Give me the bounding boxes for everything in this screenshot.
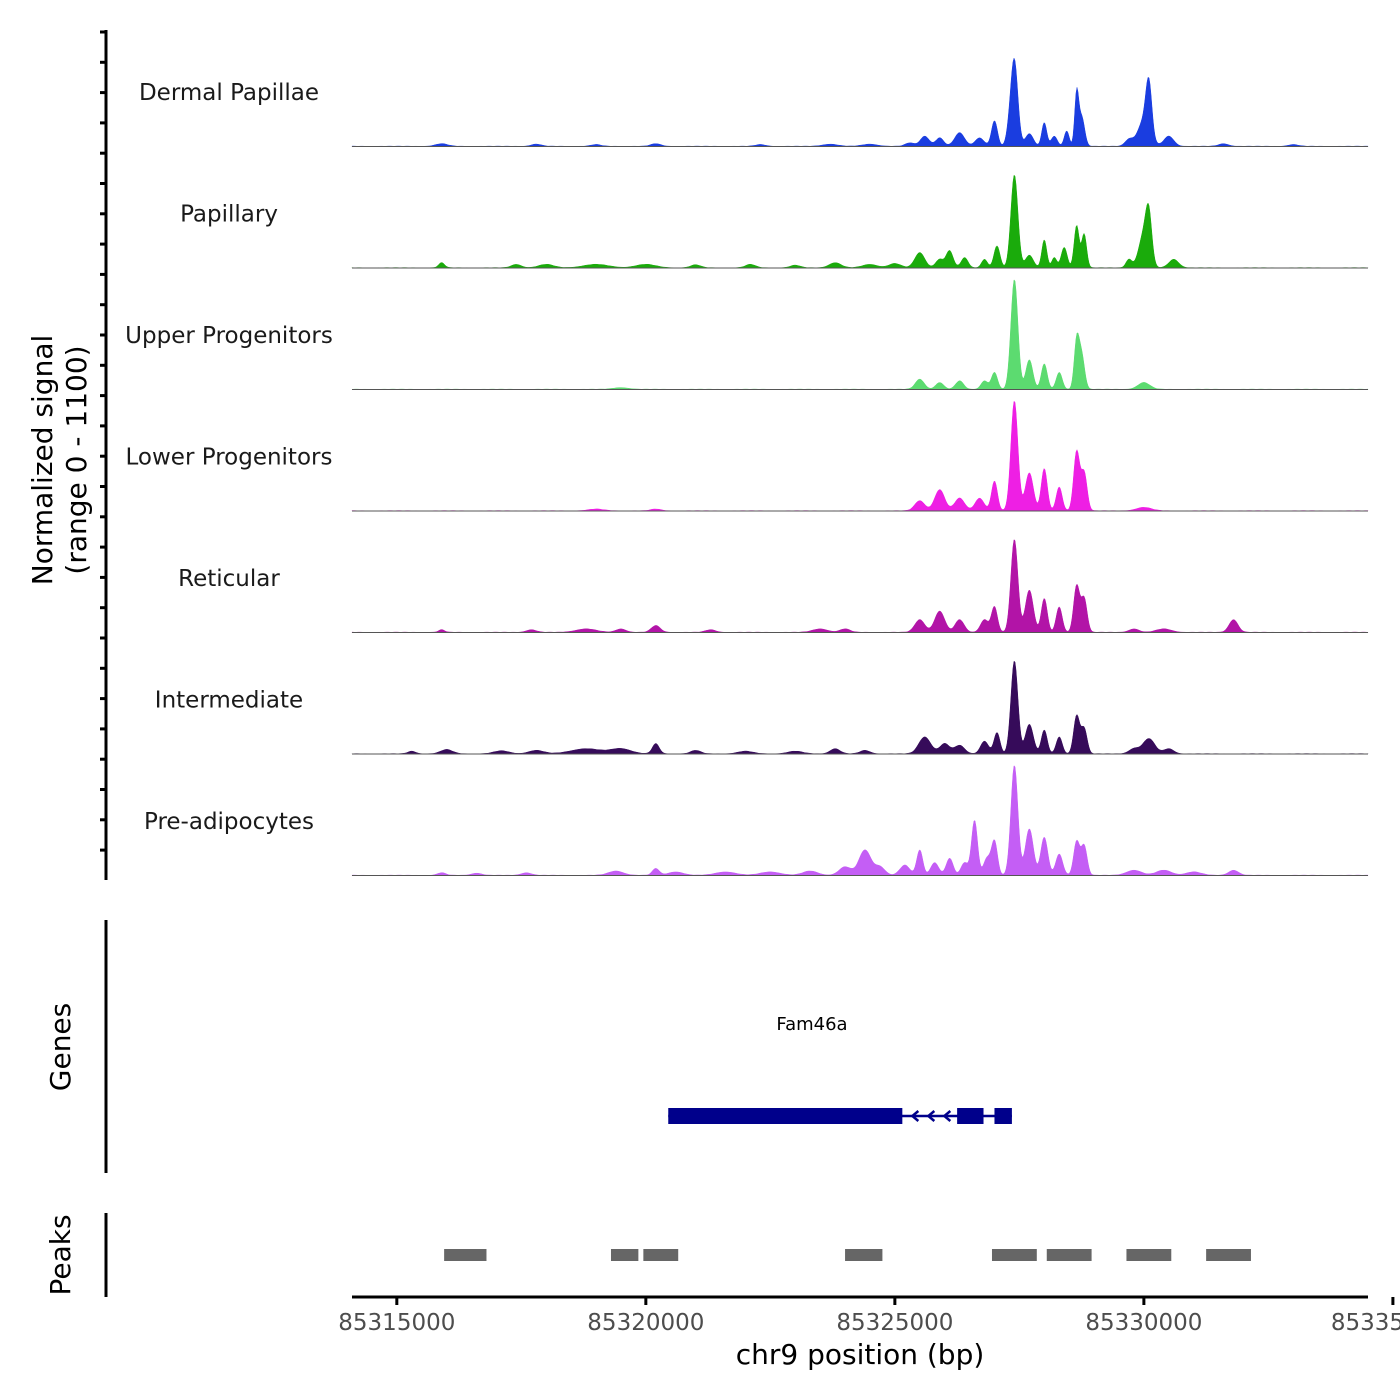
track-signal xyxy=(351,660,1369,755)
track-2: Papillary xyxy=(180,174,1369,269)
peak-region xyxy=(1126,1249,1172,1261)
track-signal xyxy=(351,279,1369,390)
gene-exon xyxy=(668,1108,903,1124)
track-6: Intermediate xyxy=(155,660,1369,755)
track-label: Dermal Papillae xyxy=(139,80,319,106)
peak-region xyxy=(610,1249,639,1261)
track-signal xyxy=(351,765,1369,876)
gene-model: Fam46a xyxy=(668,1014,1012,1124)
gene-exon xyxy=(957,1108,984,1124)
genes-panel-label: Genes xyxy=(44,1003,77,1091)
y-axis-title-line2: (range 0 - 1100) xyxy=(60,345,93,574)
track-4: Lower Progenitors xyxy=(126,400,1369,512)
coverage-axis-ticks xyxy=(100,30,106,852)
x-tick-label: 85315000 xyxy=(338,1310,455,1336)
x-tick-label: 85330000 xyxy=(1085,1310,1202,1336)
x-axis-title: chr9 position (bp) xyxy=(736,1338,985,1371)
x-tick-label: 85320000 xyxy=(587,1310,704,1336)
gene-name-label: Fam46a xyxy=(776,1014,847,1035)
strand-arrow xyxy=(910,1110,920,1122)
track-1: Dermal Papillae xyxy=(139,57,1369,147)
x-axis-ticks: 85315000 85320000 85325000 85330000 85335000 xyxy=(338,1297,1400,1336)
gene-exon xyxy=(994,1108,1012,1124)
peak-region xyxy=(643,1249,679,1261)
track-5: Reticular xyxy=(178,539,1369,633)
x-tick-label: 85335000 xyxy=(1331,1310,1400,1336)
track-label: Lower Progenitors xyxy=(126,445,333,471)
track-signal xyxy=(351,400,1369,512)
peak-region xyxy=(1206,1249,1251,1261)
peak-regions xyxy=(444,1249,1251,1261)
peak-region xyxy=(444,1249,487,1261)
track-label: Pre-adipocytes xyxy=(144,809,314,835)
strand-arrow xyxy=(926,1110,936,1122)
y-axis-title-line1: Normalized signal xyxy=(26,335,59,586)
strand-arrow xyxy=(942,1110,952,1122)
x-tick-label: 85325000 xyxy=(836,1310,953,1336)
track-label: Upper Progenitors xyxy=(125,323,333,349)
track-label: Intermediate xyxy=(155,688,303,714)
track-signal xyxy=(351,539,1369,633)
track-signal xyxy=(351,57,1369,147)
track-3: Upper Progenitors xyxy=(125,279,1369,390)
track-label: Papillary xyxy=(180,202,278,228)
peak-region xyxy=(845,1249,883,1261)
track-7: Pre-adipocytes xyxy=(144,765,1369,876)
peaks-panel-label: Peaks xyxy=(44,1214,77,1295)
peak-region xyxy=(1046,1249,1092,1261)
peak-region xyxy=(991,1249,1037,1261)
track-signal xyxy=(351,174,1369,269)
track-label: Reticular xyxy=(178,566,280,592)
coverage-tracks: Dermal Papillae Papillary Upper Progenitor… xyxy=(125,57,1369,876)
